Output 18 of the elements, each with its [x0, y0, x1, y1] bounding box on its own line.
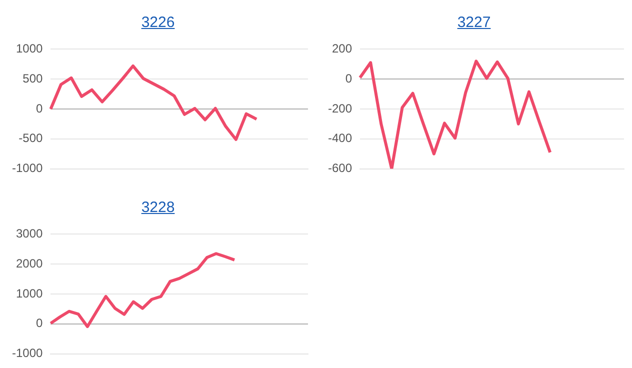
y-tick-label: 0: [345, 71, 352, 86]
chart-title: 3226: [140, 13, 176, 33]
chart-title: 3228: [140, 198, 176, 218]
y-tick-label: 3000: [16, 226, 44, 241]
y-tick-label: -1000: [12, 161, 44, 176]
y-tick-label: -200: [328, 101, 352, 116]
y-tick-label: -600: [328, 161, 352, 176]
y-tick-label: 1000: [16, 42, 44, 56]
y-tick-label: 500: [22, 71, 44, 86]
y-tick-label: 2000: [16, 256, 44, 270]
y-tick-label: -1000: [12, 346, 44, 360]
y-tick-label: -400: [328, 131, 352, 146]
y-tick-label: 1000: [16, 286, 44, 300]
y-tick-label: 200: [332, 42, 352, 56]
y-tick-label: -500: [18, 131, 44, 146]
y-tick-label: 0: [36, 316, 44, 330]
chart-title: 3227: [456, 13, 492, 33]
y-tick-label: 0: [36, 101, 44, 116]
